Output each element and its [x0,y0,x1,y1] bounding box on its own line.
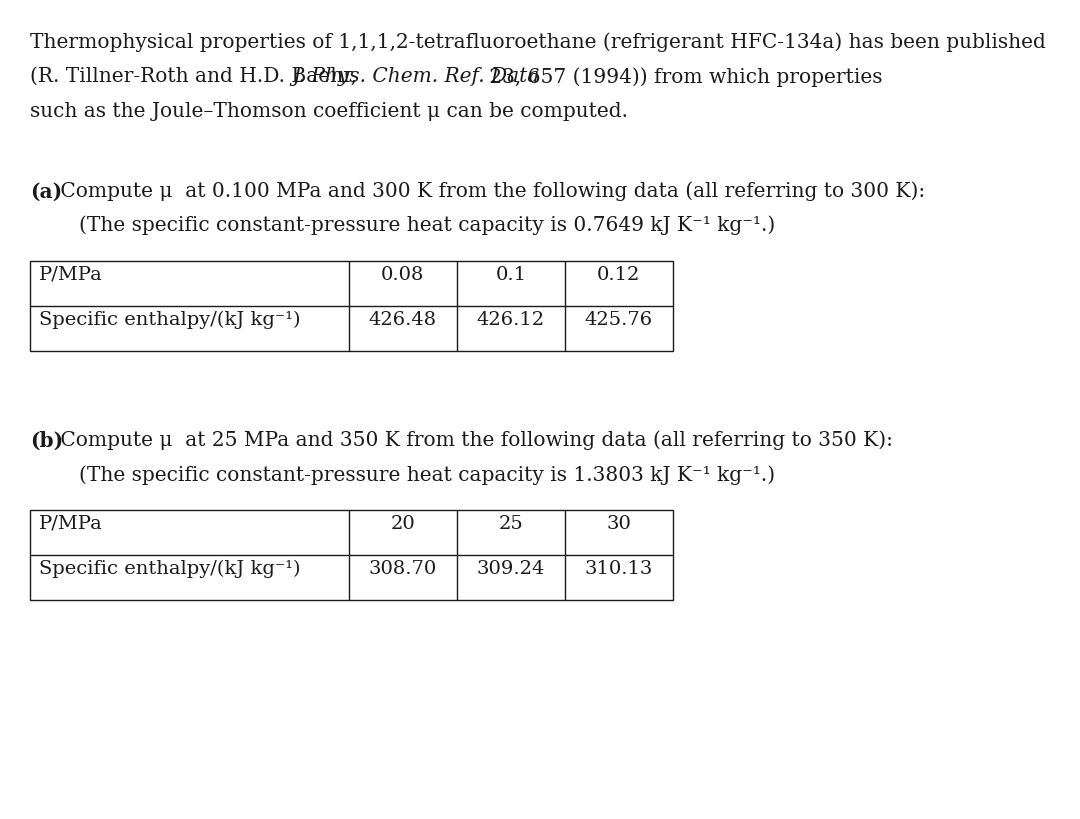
Text: 0.1: 0.1 [496,266,526,284]
Text: P/MPa: P/MPa [39,266,103,284]
Text: (b): (b) [30,431,64,450]
Text: Specific enthalpy/(kJ kg⁻¹): Specific enthalpy/(kJ kg⁻¹) [39,311,300,329]
Text: 426.48: 426.48 [368,311,437,329]
Text: 426.12: 426.12 [476,311,545,329]
Text: 310.13: 310.13 [584,560,653,578]
Text: 425.76: 425.76 [584,311,653,329]
Text: 0.12: 0.12 [597,266,640,284]
Text: Specific enthalpy/(kJ kg⁻¹): Specific enthalpy/(kJ kg⁻¹) [39,560,300,578]
Text: (The specific constant-pressure heat capacity is 0.7649 kJ K⁻¹ kg⁻¹.): (The specific constant-pressure heat cap… [79,216,775,236]
Text: Compute μ  at 0.100 MPa and 300 K from the following data (all referring to 300 : Compute μ at 0.100 MPa and 300 K from th… [54,182,926,201]
Text: (The specific constant-pressure heat capacity is 1.3803 kJ K⁻¹ kg⁻¹.): (The specific constant-pressure heat cap… [79,465,775,485]
Text: Thermophysical properties of 1,1,1,2-tetrafluoroethane (refrigerant HFC-134a) ha: Thermophysical properties of 1,1,1,2-tet… [30,33,1047,52]
Text: P/MPa: P/MPa [39,515,103,533]
Text: (a): (a) [30,182,63,201]
Text: 25: 25 [499,515,523,533]
Text: 0.08: 0.08 [381,266,424,284]
Text: 308.70: 308.70 [368,560,437,578]
Text: 30: 30 [606,515,632,533]
Text: such as the Joule–Thomson coefficient μ can be computed.: such as the Joule–Thomson coefficient μ … [30,102,629,120]
Text: Compute μ  at 25 MPa and 350 K from the following data (all referring to 350 K):: Compute μ at 25 MPa and 350 K from the f… [54,431,893,450]
Text: 20: 20 [391,515,415,533]
Text: 23, 657 (1994)) from which properties: 23, 657 (1994)) from which properties [483,67,882,87]
Text: J. Phys. Chem. Ref. Data: J. Phys. Chem. Ref. Data [293,67,539,86]
Text: 309.24: 309.24 [476,560,545,578]
Text: (R. Tillner-Roth and H.D. Baehr,: (R. Tillner-Roth and H.D. Baehr, [30,67,364,86]
